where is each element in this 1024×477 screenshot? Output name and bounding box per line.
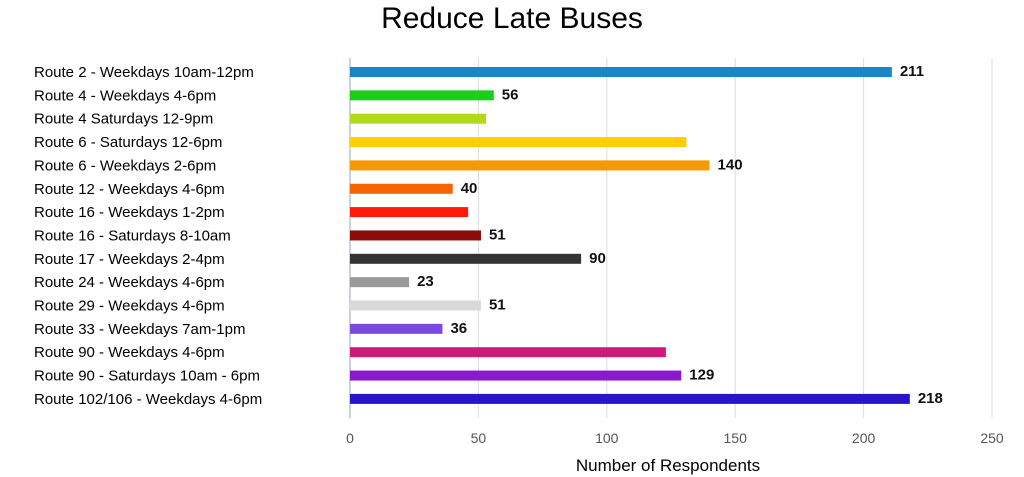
x-tick-label: 150 — [724, 430, 748, 446]
x-tick-labels: 0 50 100 150 200 250 — [346, 430, 1004, 446]
x-tick-label: 250 — [980, 430, 1004, 446]
data-label: 211 — [900, 63, 924, 80]
bar — [350, 393, 910, 404]
bar — [350, 277, 410, 288]
x-axis-title: Number of Respondents — [576, 456, 760, 475]
data-label: 129 — [689, 367, 714, 384]
bar — [350, 183, 453, 194]
category-label: Route 29 - Weekdays 4-6pm — [34, 298, 225, 315]
bar — [350, 253, 582, 264]
bar — [350, 230, 481, 241]
bar — [350, 370, 682, 381]
chart-title: Reduce Late Buses — [381, 2, 643, 35]
data-label: 36 — [450, 320, 467, 337]
data-labels: 211 56 140 40 51 90 23 51 36 129 218 — [417, 63, 943, 407]
data-label: 218 — [918, 390, 943, 407]
bar — [350, 137, 687, 148]
category-label: Route 17 - Weekdays 2-4pm — [34, 251, 225, 268]
category-label: Route 102/106 - Weekdays 4-6pm — [34, 391, 262, 408]
category-label: Route 4 - Weekdays 4-6pm — [34, 87, 216, 104]
x-tick-label: 100 — [595, 430, 619, 446]
data-label: 23 — [417, 273, 434, 290]
x-tick-label: 0 — [346, 430, 354, 446]
bar — [350, 347, 666, 358]
data-label: 56 — [502, 86, 519, 103]
category-labels: Route 2 - Weekdays 10am-12pm Route 4 - We… — [34, 64, 262, 408]
bar — [350, 323, 443, 334]
bar — [350, 207, 469, 218]
category-label: Route 4 Saturdays 12-9pm — [34, 111, 213, 128]
bar — [350, 300, 481, 311]
x-tick-label: 200 — [852, 430, 876, 446]
bar — [350, 113, 487, 124]
category-label: Route 6 - Weekdays 2-6pm — [34, 157, 216, 174]
bar — [350, 90, 494, 101]
data-label: 51 — [489, 297, 506, 314]
category-label: Route 24 - Weekdays 4-6pm — [34, 274, 225, 291]
category-label: Route 2 - Weekdays 10am-12pm — [34, 64, 254, 81]
data-label: 140 — [718, 156, 743, 173]
category-label: Route 6 - Saturdays 12-6pm — [34, 134, 222, 151]
data-label: 90 — [589, 250, 606, 267]
data-label: 40 — [461, 180, 478, 197]
bar — [350, 67, 892, 77]
data-label: 51 — [489, 226, 506, 243]
bar — [350, 160, 710, 171]
category-label: Route 16 - Saturdays 8-10am — [34, 227, 231, 244]
category-label: Route 12 - Weekdays 4-6pm — [34, 181, 225, 198]
category-label: Route 90 - Saturdays 10am - 6pm — [34, 368, 260, 385]
bars — [350, 67, 910, 404]
category-label: Route 90 - Weekdays 4-6pm — [34, 344, 225, 361]
category-label: Route 16 - Weekdays 1-2pm — [34, 204, 225, 221]
category-label: Route 33 - Weekdays 7am-1pm — [34, 321, 246, 338]
x-tick-label: 50 — [471, 430, 487, 446]
